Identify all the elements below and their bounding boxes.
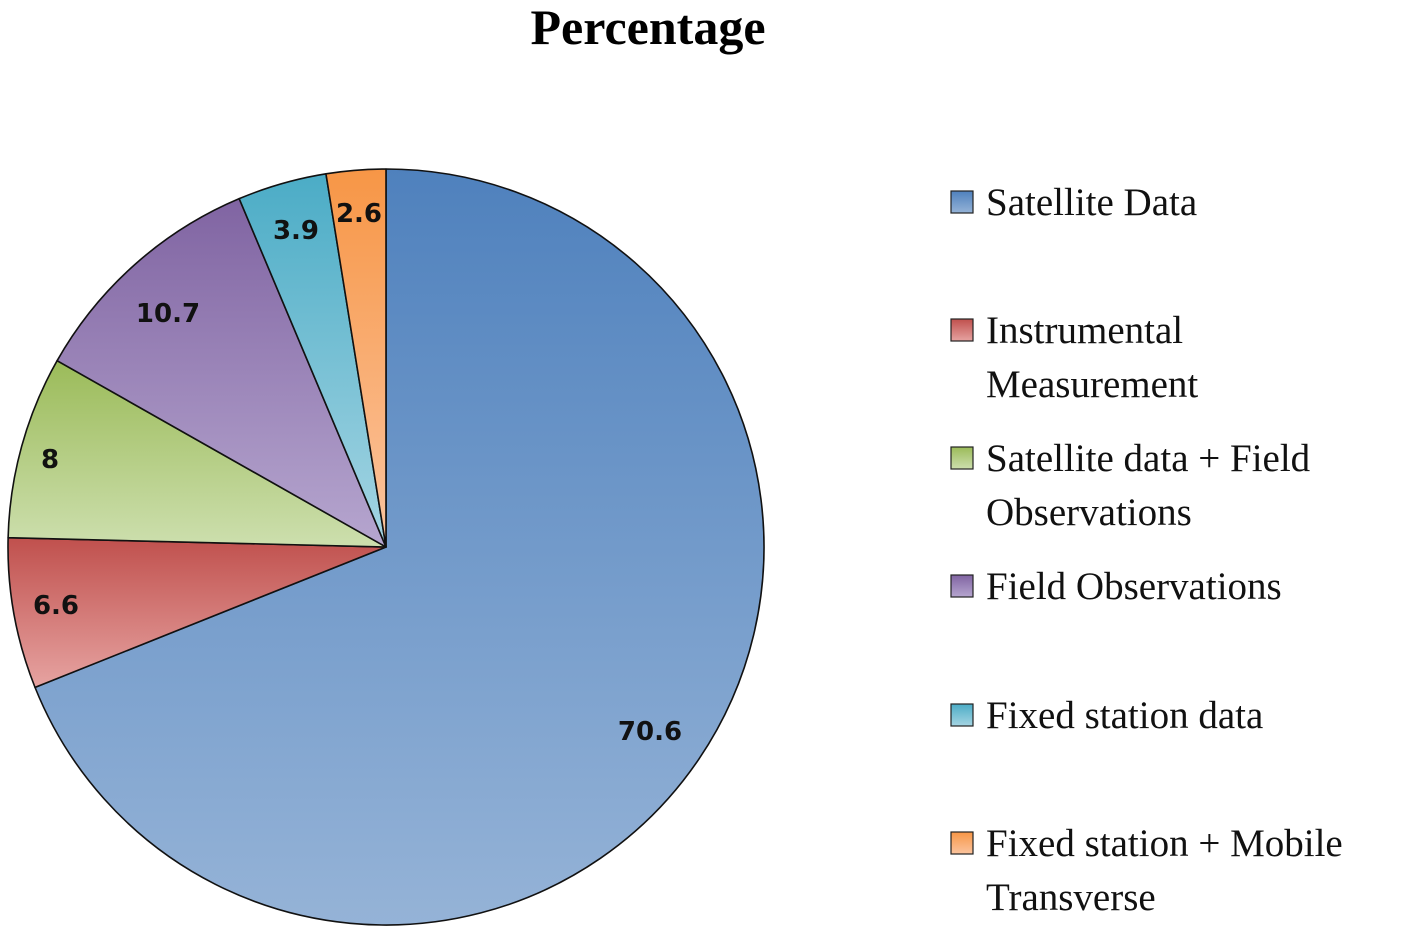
legend-swatch: [950, 318, 974, 342]
legend-swatch: [950, 574, 974, 598]
legend-item-field-observations: Field Observations: [950, 565, 1282, 608]
legend-item-satellite-data-field-observations: Satellite data + Field Observations: [950, 437, 1311, 534]
pie-slices: [7, 168, 765, 926]
pie-slice-fixed-station-mobile-transverse: [325, 168, 387, 548]
chart-title: Percentage: [530, 0, 765, 55]
slice-value-label-satellite-data-field-observations: 8: [41, 445, 59, 475]
pie-slice-satellite-data-field-observations: [7, 359, 387, 548]
legend-swatch: [950, 446, 974, 470]
slice-value-label-fixed-station-data: 3.9: [273, 216, 319, 246]
pie-slice-instrumental-measurement: [7, 536, 387, 689]
legend-item-satellite-data: Satellite Data: [950, 181, 1197, 224]
legend-label: Fixed station + Mobile Transverse: [986, 822, 1343, 919]
legend-label: Field Observations: [986, 565, 1282, 608]
pie-slice-field-observations: [56, 197, 387, 548]
legend-item-fixed-station-data: Fixed station data: [950, 694, 1263, 737]
pie-slice-satellite-data: [34, 168, 765, 926]
legend: Satellite Data Instrumental Measurement Sat…: [950, 181, 1343, 919]
legend-swatch: [950, 831, 974, 855]
legend-label: Satellite data + Field Observations: [986, 437, 1311, 534]
slice-value-label-fixed-station-mobile-transverse: 2.6: [336, 199, 382, 229]
pie-slice-labels: 70.6 6.6 8 10.7 3.9 2.6: [33, 199, 682, 747]
legend-item-instrumental-measurement: Instrumental Measurement: [950, 309, 1198, 406]
slice-value-label-instrumental-measurement: 6.6: [33, 591, 79, 621]
legend-label: Fixed station data: [986, 694, 1263, 737]
legend-label: Instrumental Measurement: [986, 309, 1198, 406]
legend-swatch: [950, 190, 974, 214]
legend-item-fixed-station-mobile-transverse: Fixed station + Mobile Transverse: [950, 822, 1343, 919]
legend-swatch: [950, 703, 974, 727]
slice-value-label-field-observations: 10.7: [136, 299, 200, 329]
legend-label: Satellite Data: [986, 181, 1197, 224]
slice-value-label-satellite-data: 70.6: [618, 717, 682, 747]
